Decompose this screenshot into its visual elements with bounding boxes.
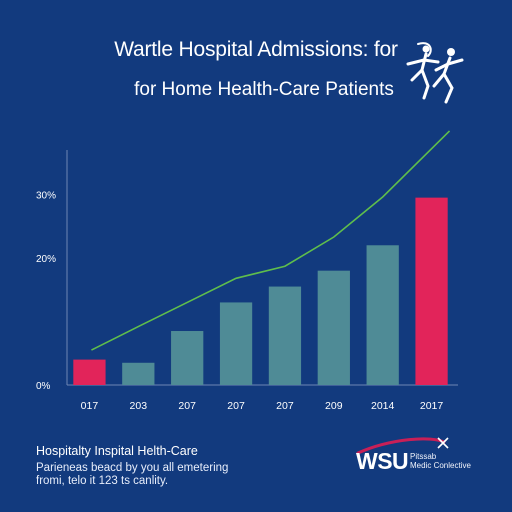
footer-line-1: Parieneas beacd by you all emetering [36, 462, 229, 474]
x-tick-label: 2017 [420, 400, 444, 412]
bar [268, 286, 302, 385]
bar [415, 197, 448, 385]
footer-line-2: fromi, telo it 123 ts canlity. [36, 475, 169, 487]
brand-subtitle-line1: Pitssab [410, 452, 437, 461]
trend-line [91, 130, 451, 351]
bar [73, 359, 106, 385]
x-tick-label: 017 [81, 400, 99, 412]
swoosh-icon [356, 437, 449, 455]
bar [317, 270, 350, 385]
bar [366, 245, 399, 385]
dancing-figures-logo-icon [406, 42, 464, 104]
bar [122, 362, 155, 385]
y-tick-label: 0% [36, 381, 51, 392]
brand-name: WSU [356, 448, 409, 474]
x-tick-label: 207 [178, 400, 196, 412]
bar [219, 302, 253, 385]
brand-subtitle: Pitssab Medic Conlective [410, 452, 471, 470]
bar [171, 331, 204, 385]
brand-subtitle-line2: Medic Conlective [410, 461, 471, 470]
footer-title: Hospitalty Inspital Helth-Care [36, 444, 198, 458]
x-tick-label: 209 [325, 400, 343, 412]
wsu-logo: WSU Pitssab Medic Conlective [352, 436, 502, 486]
x-tick-label: 207 [227, 400, 245, 412]
y-tick-label: 20% [36, 254, 56, 265]
y-tick-label: 30% [36, 190, 56, 201]
chart-title-line2: for Home Health-Care Patients [134, 79, 394, 100]
footer-note: Hospitalty Inspital Helth-Care Parieneas… [36, 444, 326, 488]
x-tick-label: 2014 [371, 400, 395, 412]
x-tick-label: 203 [130, 400, 148, 412]
chart-title-line1: Wartle Hospital Admissions: for [114, 38, 398, 61]
x-tick-label: 207 [276, 400, 294, 412]
